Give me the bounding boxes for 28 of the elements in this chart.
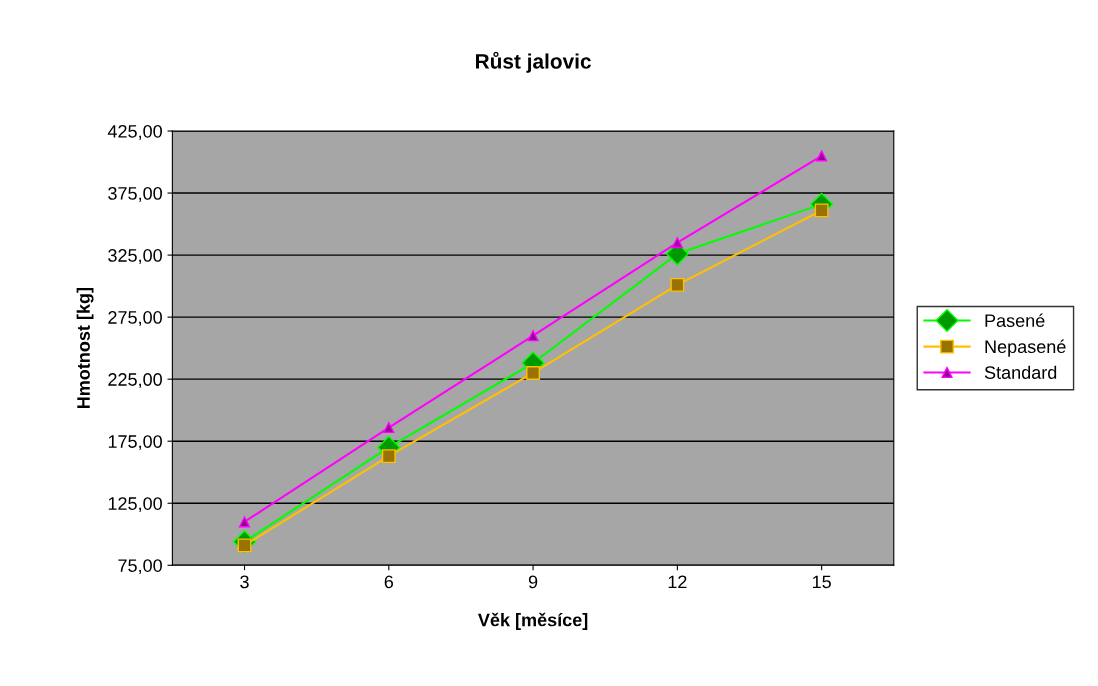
- x-tick-label: 6: [384, 575, 394, 589]
- point: [670, 277, 685, 292]
- x-tick-label: 12: [668, 575, 687, 589]
- y-axis-title: Hmotnost [kg]: [76, 287, 94, 409]
- point: [238, 516, 251, 528]
- point: [814, 203, 829, 218]
- x-axis-title: Věk [měsíce]: [478, 612, 588, 630]
- point: [527, 330, 539, 342]
- y-tick-label: 375,00: [108, 186, 162, 202]
- y-tick-label: 425,00: [107, 124, 162, 140]
- x-tick-label: 3: [240, 575, 249, 589]
- x-tick-label: 9: [528, 575, 538, 589]
- y-tick-label: 275,00: [108, 311, 162, 326]
- point: [381, 449, 396, 464]
- point: [816, 150, 828, 162]
- point: [526, 366, 541, 380]
- chart-title: Růst jalovic: [476, 51, 591, 73]
- legend-label: Standard: [984, 365, 1057, 379]
- point: [383, 421, 395, 434]
- y-tick-label: 225,00: [108, 373, 162, 389]
- y-tick-label: 125,00: [108, 497, 162, 513]
- y-tick-label: 325,00: [108, 249, 162, 264]
- legend-label: Pasené: [985, 313, 1045, 328]
- x-tick-label: 15: [812, 575, 831, 589]
- point: [671, 237, 683, 249]
- y-tick-label: 75,00: [118, 559, 162, 575]
- legend-label: Nepasené: [985, 339, 1066, 357]
- y-tick-label: 175,00: [108, 435, 162, 451]
